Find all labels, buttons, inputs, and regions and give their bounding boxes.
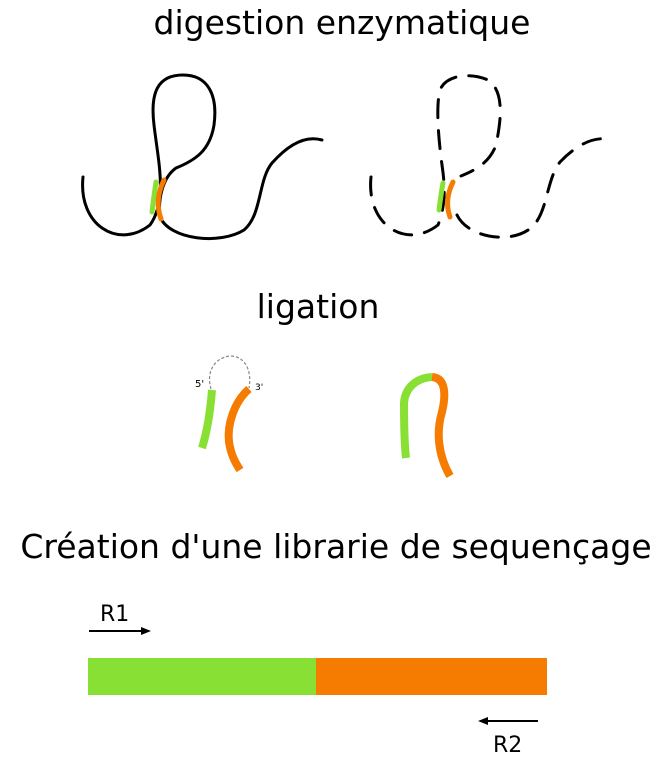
dna-loop-digested-tail xyxy=(455,137,614,239)
ligated-fragment-green xyxy=(399,373,433,459)
label-3prime: 3' xyxy=(255,383,263,393)
restriction-site-orange xyxy=(155,177,167,222)
ligation-fragment-orange xyxy=(224,385,252,473)
restriction-site-green xyxy=(149,179,159,215)
read2-label: R2 xyxy=(493,733,522,758)
ligation-fragment-green xyxy=(198,389,216,450)
label-5prime: 5' xyxy=(195,379,204,390)
library-title: Création d'une librarie de sequençage xyxy=(20,527,651,566)
read1-arrow-head xyxy=(141,627,151,635)
digested-fragment-green xyxy=(436,180,446,213)
digested-fragment-orange xyxy=(445,179,456,220)
ligated-fragment-orange xyxy=(431,373,454,478)
library-fragment-orange xyxy=(316,658,547,695)
dna-loop-digested xyxy=(369,74,502,237)
ligation-title: ligation xyxy=(257,287,380,326)
dna-loop-intact xyxy=(81,73,324,241)
read2-arrow-head xyxy=(478,717,488,725)
library-fragment-green xyxy=(88,658,316,695)
read1-label: R1 xyxy=(100,602,129,627)
ligation-connector xyxy=(209,355,251,390)
digestion-title: digestion enzymatique xyxy=(154,3,531,42)
